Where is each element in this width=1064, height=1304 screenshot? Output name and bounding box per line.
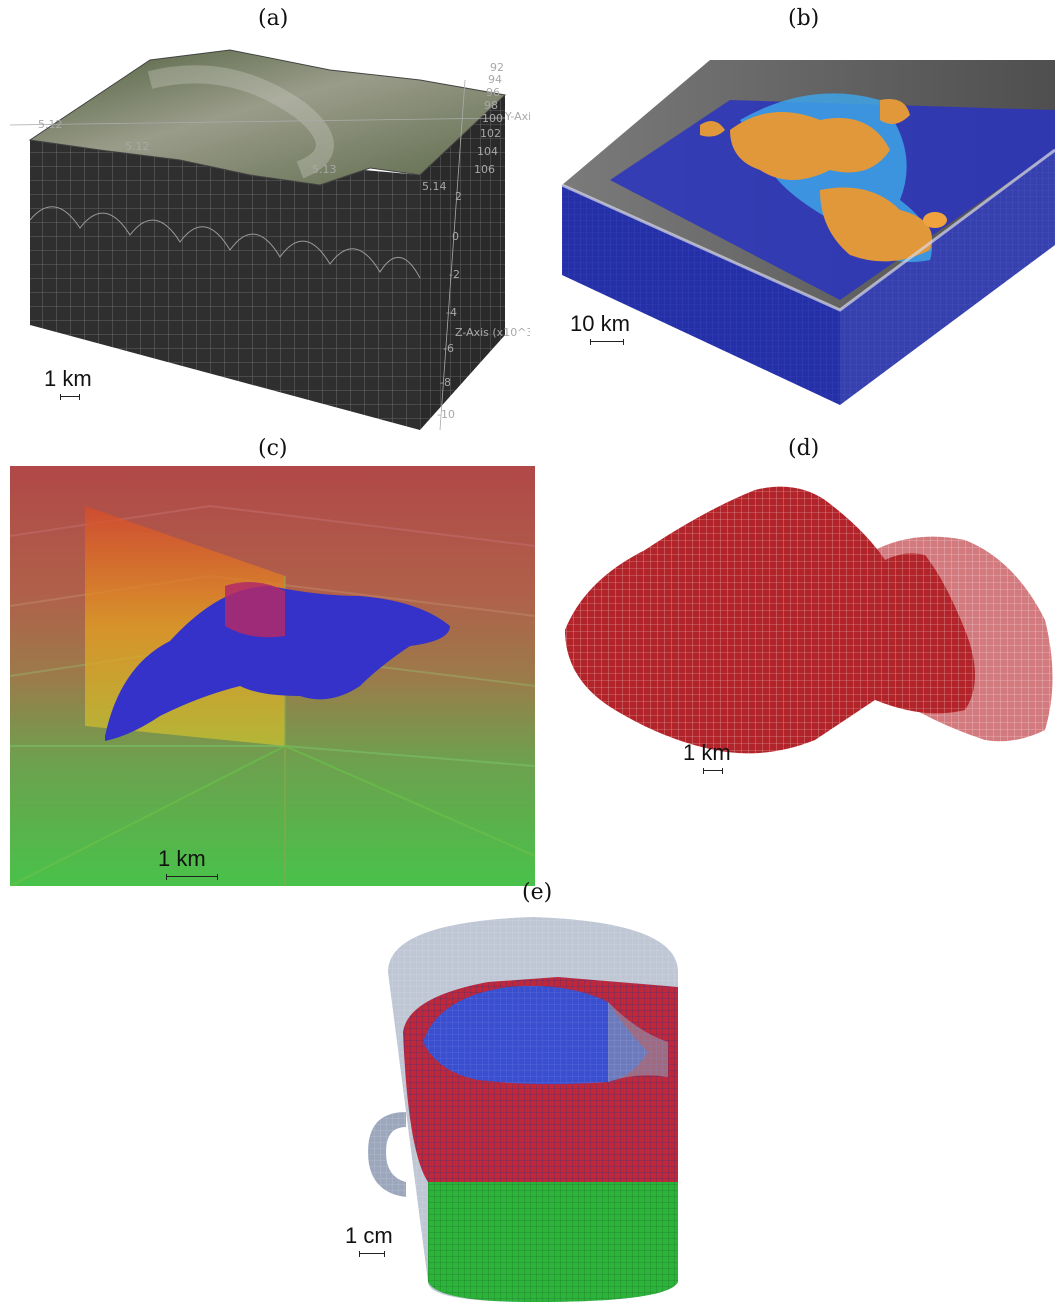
panel-b-front-face: [562, 185, 840, 405]
scale-bar-b: 10 km: [570, 313, 650, 345]
scale-bar-a: 1 km: [44, 368, 94, 400]
surface-mark: 5.13: [312, 163, 337, 176]
panel-b-volume-render: [561, 60, 1056, 405]
mug-handle: [368, 1112, 406, 1197]
panel-label-e: (e): [522, 880, 553, 905]
axis-tick: 100: [482, 112, 503, 125]
panel-a-terrain-mesh: 92 94 96 98 100 102 104 106 Y-Axis 2 0 -…: [9, 49, 530, 431]
scale-label: 1 cm: [345, 1223, 393, 1248]
axis-name: Z-Axis (x10^3): [455, 326, 530, 339]
panel-b-orange-body: [730, 112, 890, 180]
axis-tick: 102: [480, 127, 501, 140]
mug-green-layer: [428, 1182, 678, 1302]
axis-tick: -8: [440, 376, 451, 389]
axis-tick: -10: [437, 408, 455, 421]
panel-c-blue-body: [105, 586, 450, 741]
axis-tick: 2: [455, 190, 462, 203]
panel-c-layered-model: [10, 466, 535, 886]
axis-tick: -6: [443, 342, 454, 355]
scale-label: 1 km: [44, 366, 92, 391]
panel-label-b: (b): [788, 6, 820, 31]
axis-tick: -4: [446, 306, 457, 319]
axis-tick: 96: [486, 86, 500, 99]
scale-bar-e: 1 cm: [345, 1225, 405, 1257]
surface-mark: 5.14: [422, 180, 447, 193]
scale-bar-c: 1 km: [158, 848, 228, 880]
panel-label-d: (d): [788, 436, 820, 461]
panel-b-right-face: [840, 150, 1055, 405]
axis-tick: 106: [474, 163, 495, 176]
mug-blue-top: [423, 986, 648, 1085]
scale-label: 1 km: [158, 846, 206, 871]
scale-label: 1 km: [683, 740, 731, 765]
panel-label-c: (c): [258, 436, 288, 461]
scale-label: 10 km: [570, 311, 630, 336]
axis-name: Y-Axis: [504, 110, 530, 123]
axis-tick: -2: [449, 268, 460, 281]
scale-bar-d: 1 km: [683, 742, 753, 774]
panel-d-red-mesh-body: [565, 486, 1053, 754]
axis-tick: 94: [488, 73, 502, 86]
axis-tick: 104: [477, 145, 498, 158]
panel-label-a: (a): [258, 6, 289, 31]
panel-e-mug-mesh: [368, 917, 678, 1302]
panel-a-front-face: [30, 140, 420, 430]
panel-d-body-front: [565, 486, 975, 754]
axis-tick: 0: [452, 230, 459, 243]
axis-tick: 92: [490, 61, 504, 74]
panel-a-side-face: [420, 95, 505, 430]
axis-tick: 98: [484, 99, 498, 112]
panel-a-terrain-surface: [28, 49, 507, 186]
surface-mark: 5.12: [38, 118, 63, 131]
surface-mark: 5.12: [125, 140, 150, 153]
